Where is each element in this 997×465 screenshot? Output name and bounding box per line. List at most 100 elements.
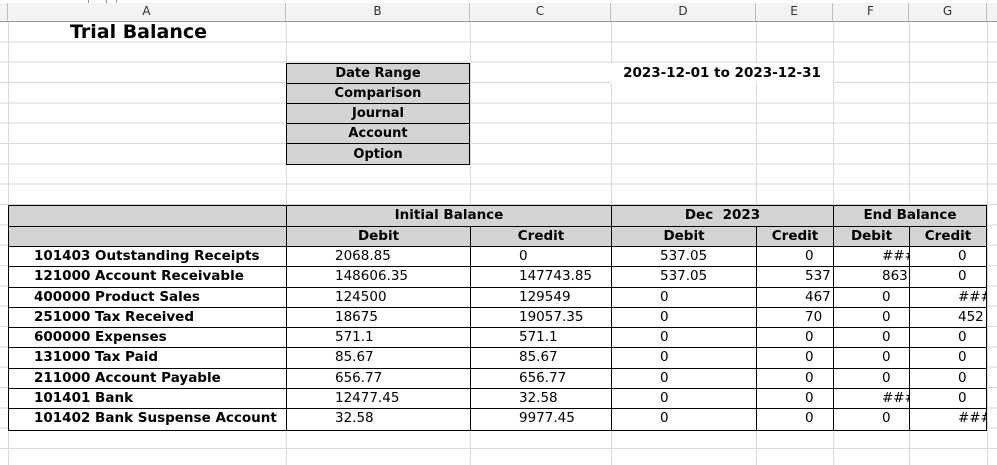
value-cell[interactable]: 0: [958, 390, 967, 407]
subheader-empty[interactable]: [9, 227, 287, 246]
value-cell[interactable]: 0: [757, 328, 834, 348]
value-cell[interactable]: 537.05: [612, 267, 757, 287]
column-header-d[interactable]: D: [611, 3, 756, 21]
value-cell[interactable]: ###: [834, 389, 910, 409]
value-cell[interactable]: 129549: [471, 287, 612, 307]
value-cell[interactable]: 656.77: [287, 368, 471, 389]
filter-label-date-range[interactable]: Date Range: [287, 64, 469, 84]
value-cell[interactable]: 0: [757, 409, 834, 430]
value-cell[interactable]: 0: [834, 307, 910, 328]
value-cell[interactable]: 0: [612, 409, 757, 430]
account-cell[interactable]: 400000 Product Sales: [9, 287, 287, 307]
account-cell[interactable]: 251000 Tax Received: [9, 307, 287, 328]
account-cell[interactable]: 211000 Account Payable: [9, 368, 287, 389]
subheader-row: Debit Credit Debit Credit Debit Credit: [9, 227, 986, 247]
filter-block: Date Range Comparison Journal Account Op…: [286, 63, 470, 165]
subheader-credit[interactable]: Credit: [924, 228, 972, 244]
value-cell[interactable]: 2068.85: [287, 247, 471, 267]
group-header-period[interactable]: Dec 2023: [612, 206, 834, 226]
value-cell[interactable]: 0: [612, 287, 757, 307]
value-cell[interactable]: 0: [834, 328, 910, 348]
value-cell[interactable]: 124500: [287, 287, 471, 307]
value-cell[interactable]: 863: [834, 267, 910, 287]
value-cell[interactable]: 467: [757, 287, 834, 307]
value-cell[interactable]: 147743.85: [471, 267, 612, 287]
group-header-end-balance[interactable]: End Balance: [863, 207, 957, 223]
column-header-b[interactable]: B: [286, 3, 470, 21]
column-header-e[interactable]: E: [756, 3, 833, 21]
value-cell[interactable]: 0: [958, 268, 967, 285]
value-cell[interactable]: 18675: [287, 307, 471, 328]
value-cell[interactable]: 0: [958, 349, 967, 366]
value-cell[interactable]: 0: [471, 247, 612, 267]
column-header-f[interactable]: F: [833, 3, 909, 21]
table-row: 101401 Bank 12477.45 32.58 0 0 ### 0: [9, 389, 986, 410]
report-title[interactable]: Trial Balance: [70, 21, 208, 43]
value-cell[interactable]: 0: [958, 329, 967, 346]
value-cell[interactable]: ###: [958, 410, 986, 427]
filter-label-account[interactable]: Account: [287, 124, 469, 144]
value-cell[interactable]: 12477.45: [287, 389, 471, 409]
value-cell[interactable]: 571.1: [471, 328, 612, 348]
value-cell[interactable]: 148606.35: [287, 267, 471, 287]
value-cell[interactable]: 656.77: [471, 368, 612, 389]
column-header-g[interactable]: G: [909, 3, 987, 21]
value-cell[interactable]: 537.05: [612, 247, 757, 267]
value-cell[interactable]: 70: [757, 307, 834, 328]
value-cell[interactable]: 0: [612, 307, 757, 328]
value-cell[interactable]: 537: [757, 267, 834, 287]
value-cell[interactable]: 0: [958, 369, 967, 386]
value-cell[interactable]: ###: [834, 247, 910, 267]
value-cell[interactable]: 0: [834, 409, 910, 430]
value-cell[interactable]: 32.58: [471, 389, 612, 409]
value-cell[interactable]: 0: [757, 368, 834, 389]
value-cell[interactable]: 0: [834, 287, 910, 307]
value-cell[interactable]: 571.1: [287, 328, 471, 348]
value-cell[interactable]: 0: [612, 368, 757, 389]
subheader-credit[interactable]: Credit: [757, 227, 834, 246]
date-range-value[interactable]: 2023-12-01 to 2023-12-31: [611, 63, 833, 83]
table-row: 251000 Tax Received 18675 19057.35 0 70 …: [9, 307, 986, 329]
table-row: 121000 Account Receivable 148606.35 1477…: [9, 267, 986, 288]
subheader-debit[interactable]: Debit: [612, 227, 757, 246]
table-row: 131000 Tax Paid 85.67 85.67 0 0 0 0: [9, 348, 986, 369]
account-cell[interactable]: 101403 Outstanding Receipts: [9, 247, 287, 267]
value-cell[interactable]: 19057.35: [471, 307, 612, 328]
value-cell[interactable]: 0: [612, 348, 757, 368]
column-header-c[interactable]: C: [470, 3, 611, 21]
table-row: 600000 Expenses 571.1 571.1 0 0 0 0: [9, 328, 986, 349]
subheader-credit[interactable]: Credit: [471, 227, 612, 246]
value-cell[interactable]: 0: [958, 248, 967, 264]
value-cell[interactable]: 32.58: [287, 409, 471, 430]
value-cell[interactable]: 452: [958, 308, 984, 325]
group-header-initial-balance[interactable]: Initial Balance: [287, 206, 612, 226]
subheader-debit[interactable]: Debit: [834, 227, 910, 246]
value-cell[interactable]: 0: [612, 389, 757, 409]
value-cell[interactable]: 0: [834, 348, 910, 368]
value-cell[interactable]: 0: [757, 389, 834, 409]
account-cell[interactable]: 600000 Expenses: [9, 328, 287, 348]
table-row: 101403 Outstanding Receipts 2068.85 0 53…: [9, 247, 986, 268]
value-cell[interactable]: 0: [834, 368, 910, 389]
filter-label-journal[interactable]: Journal: [287, 104, 469, 124]
value-cell[interactable]: 85.67: [471, 348, 612, 368]
gridline: [987, 22, 988, 465]
table-row: 101402 Bank Suspense Account 32.58 9977.…: [9, 409, 986, 430]
group-header-empty[interactable]: [9, 206, 287, 226]
value-cell[interactable]: 0: [612, 328, 757, 348]
group-header-row: Initial Balance Dec 2023 End Balance: [9, 206, 986, 227]
value-cell[interactable]: 9977.45: [471, 409, 612, 430]
filter-label-comparison[interactable]: Comparison: [287, 84, 469, 104]
value-cell[interactable]: 0: [757, 348, 834, 368]
account-cell[interactable]: 121000 Account Receivable: [9, 267, 287, 287]
subheader-debit[interactable]: Debit: [287, 227, 471, 246]
account-cell[interactable]: 101402 Bank Suspense Account: [9, 409, 287, 430]
value-cell[interactable]: ###: [958, 288, 986, 305]
account-cell[interactable]: 101401 Bank: [9, 389, 287, 409]
column-header-a[interactable]: A: [8, 3, 286, 21]
value-cell[interactable]: 0: [757, 247, 834, 267]
filter-label-option[interactable]: Option: [353, 146, 403, 162]
account-cell[interactable]: 131000 Tax Paid: [9, 348, 287, 368]
value-cell[interactable]: 85.67: [287, 348, 471, 368]
